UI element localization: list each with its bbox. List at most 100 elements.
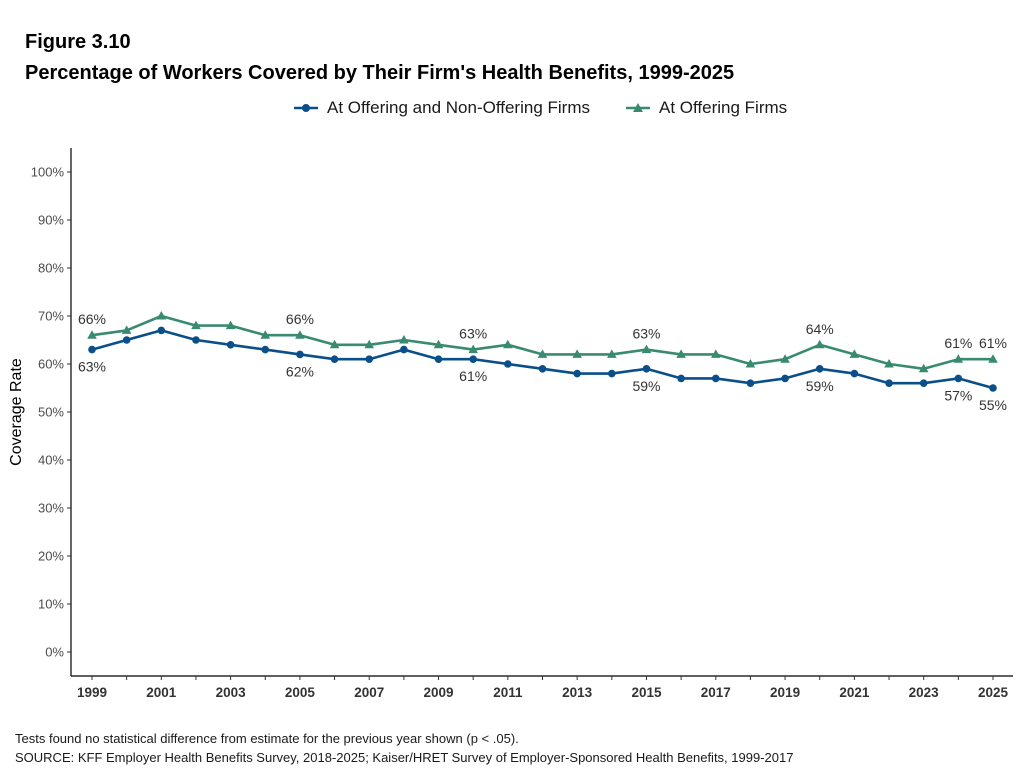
- data-point: [399, 335, 409, 344]
- data-point: [607, 349, 617, 358]
- data-point: [365, 355, 374, 364]
- legend-label-all-firms: At Offering and Non-Offering Firms: [327, 98, 590, 117]
- data-point: [537, 349, 548, 358]
- data-point: [503, 339, 513, 349]
- x-tick-label: 1999: [77, 685, 107, 700]
- data-point: [192, 336, 200, 344]
- data-label: 66%: [78, 311, 106, 327]
- x-tick-label: 2017: [701, 685, 731, 700]
- x-tick-label: 2025: [978, 685, 1009, 700]
- data-label: 59%: [632, 378, 660, 394]
- x-tick-label: 2015: [631, 685, 662, 700]
- y-tick-label: 60%: [38, 357, 64, 372]
- legend-item-offering-firms: At Offering Firms: [625, 98, 787, 118]
- data-label: 55%: [979, 397, 1007, 413]
- data-point: [676, 349, 686, 358]
- data-point: [434, 355, 443, 364]
- data-point: [780, 354, 790, 363]
- data-point: [988, 354, 998, 363]
- y-axis-title: Coverage Rate: [8, 358, 25, 466]
- y-tick-label: 0%: [45, 645, 64, 660]
- data-point: [400, 345, 408, 354]
- legend-triangle-marker-icon: [626, 103, 650, 112]
- data-point: [261, 345, 270, 354]
- data-label: 64%: [806, 321, 834, 337]
- y-tick-label: 40%: [38, 453, 64, 468]
- data-point: [954, 374, 963, 383]
- series-line-all-firms: [91, 329, 994, 390]
- data-point: [260, 330, 271, 339]
- data-point: [504, 360, 512, 368]
- x-tick-label: 2003: [216, 685, 247, 700]
- data-point: [572, 349, 582, 358]
- data-point: [191, 320, 201, 330]
- data-point: [122, 336, 131, 344]
- data-label: 63%: [459, 326, 487, 342]
- x-tick-label: 2001: [146, 685, 177, 700]
- data-point: [468, 344, 478, 354]
- x-tick-label: 2011: [493, 685, 523, 700]
- x-tick-label: 2009: [424, 685, 454, 700]
- data-label: 61%: [979, 335, 1007, 351]
- data-label: 63%: [632, 326, 660, 342]
- data-point: [953, 354, 964, 363]
- data-point: [121, 325, 132, 334]
- y-tick-label: 100%: [31, 165, 65, 180]
- data-point: [815, 365, 824, 373]
- data-label: 63%: [78, 359, 106, 375]
- data-point: [919, 379, 928, 388]
- data-point: [781, 374, 789, 383]
- data-point: [885, 379, 893, 388]
- data-point: [296, 350, 304, 359]
- data-point: [226, 341, 235, 349]
- data-point: [295, 330, 305, 339]
- data-point: [677, 374, 685, 383]
- data-point: [156, 311, 167, 320]
- y-tick-label: 90%: [38, 213, 64, 228]
- x-tick-label: 2019: [770, 685, 800, 700]
- data-label: 61%: [459, 368, 487, 384]
- y-tick-label: 20%: [38, 549, 64, 564]
- y-tick-label: 80%: [38, 261, 64, 276]
- data-point: [850, 369, 859, 378]
- data-label: 61%: [944, 335, 972, 351]
- data-point: [884, 359, 894, 368]
- y-tick-label: 70%: [38, 309, 64, 324]
- data-point: [157, 326, 166, 335]
- x-tick-label: 2013: [562, 685, 593, 700]
- data-point: [989, 384, 997, 392]
- data-point: [641, 344, 652, 354]
- x-tick-label: 2007: [354, 685, 384, 700]
- data-label: 57%: [944, 387, 972, 403]
- footnote-source: SOURCE: KFF Employer Health Benefits Sur…: [15, 750, 794, 765]
- x-tick-label: 2005: [285, 685, 316, 700]
- data-point: [329, 339, 340, 349]
- legend-circle-marker-icon: [294, 104, 318, 112]
- data-point: [746, 379, 755, 388]
- legend-label-offering-firms: At Offering Firms: [659, 98, 788, 117]
- y-tick-label: 50%: [38, 405, 64, 420]
- y-tick-label: 10%: [38, 597, 64, 612]
- data-point: [814, 339, 825, 349]
- y-tick-label: 30%: [38, 501, 64, 516]
- data-point: [710, 349, 721, 358]
- data-point: [918, 363, 929, 373]
- data-point: [573, 369, 581, 378]
- data-point: [433, 339, 444, 349]
- data-point: [364, 339, 375, 349]
- x-tick-label: 2021: [839, 685, 870, 700]
- data-label: 66%: [286, 311, 314, 327]
- data-point: [608, 369, 616, 378]
- figure-label: Figure 3.10: [25, 31, 131, 53]
- data-point: [745, 359, 756, 368]
- data-point: [330, 355, 339, 364]
- data-point: [538, 365, 547, 373]
- data-label: 62%: [286, 363, 314, 379]
- data-point: [642, 365, 651, 373]
- data-point: [88, 345, 96, 354]
- data-point: [225, 320, 236, 330]
- legend-item-all-firms: At Offering and Non-Offering Firms: [293, 98, 590, 118]
- footnote-notes: Tests found no statistical difference fr…: [15, 731, 519, 746]
- data-point: [711, 374, 720, 383]
